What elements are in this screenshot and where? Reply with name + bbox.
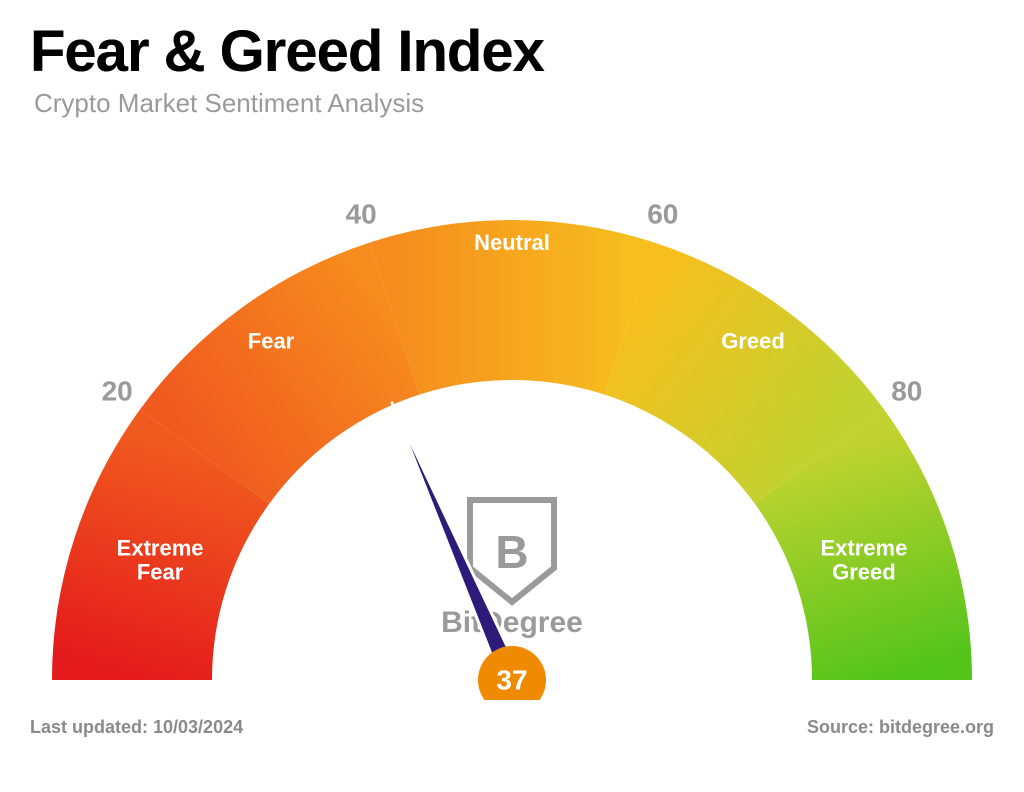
gauge-tick-20: 20 <box>102 376 133 407</box>
gauge-tick-80: 80 <box>891 376 922 407</box>
gauge-tick-40: 40 <box>346 198 377 229</box>
source: Source: bitdegree.org <box>807 717 994 738</box>
gauge-value: 37 <box>496 664 527 695</box>
gauge-tick-60: 60 <box>647 198 678 229</box>
last-updated-label: Last updated: <box>30 717 153 737</box>
gauge-segment-label-3: Greed <box>721 328 785 353</box>
gauge-segment-label-2: Neutral <box>474 230 550 255</box>
gauge-segment-label-1: Fear <box>248 328 295 353</box>
gauge-segment-label-4: ExtremeGreed <box>820 536 907 585</box>
brand-name: BitDegree <box>441 606 583 639</box>
source-label: Source: <box>807 717 879 737</box>
last-updated-value: 10/03/2024 <box>153 717 243 737</box>
brand-letter-icon: B <box>495 526 528 578</box>
page-title: Fear & Greed Index <box>30 18 544 85</box>
fear-greed-gauge: BBitDegree 20406080 ExtremeFearFearNeutr… <box>0 140 1024 700</box>
last-updated: Last updated: 10/03/2024 <box>30 717 243 738</box>
page-subtitle: Crypto Market Sentiment Analysis <box>34 88 424 119</box>
source-value: bitdegree.org <box>879 717 994 737</box>
